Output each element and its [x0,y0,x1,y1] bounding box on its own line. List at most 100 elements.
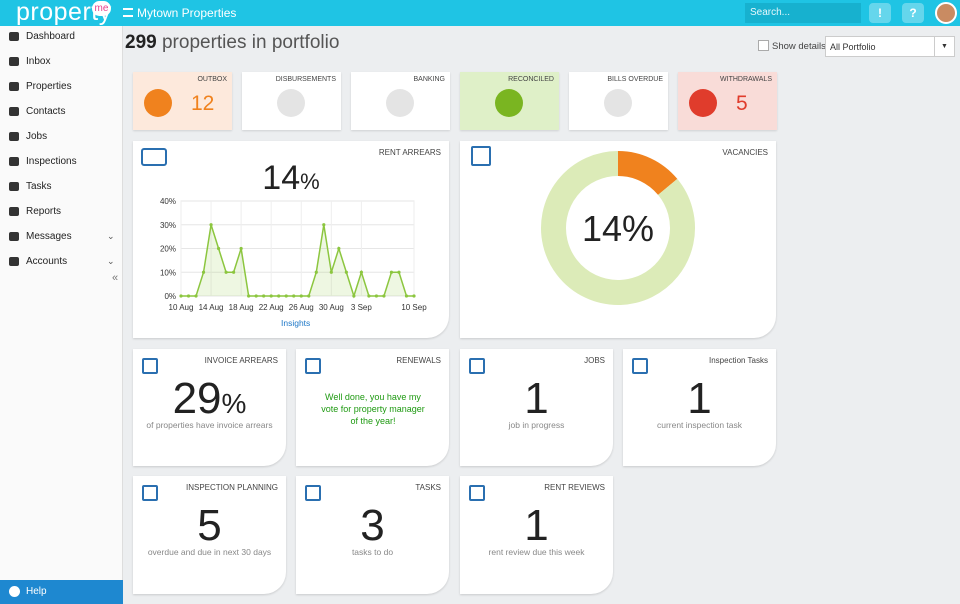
point [232,270,236,274]
y-tick-label: 0% [164,292,176,301]
card-title: VACANCIES [722,148,768,157]
point [262,294,266,298]
card-title: RENT ARREARS [378,148,441,157]
x-tick-label: 26 Aug [289,303,314,312]
card[interactable]: JOBS 1 job in progress [460,349,613,466]
tile-icon [604,89,632,117]
nav-chevron: ⌄ [107,256,115,266]
point [179,294,183,298]
point [322,223,326,227]
card[interactable]: RENT REVIEWS 1 rent review due this week [460,476,613,594]
logo-badge: me [92,1,111,16]
heading-text: properties in portfolio [161,32,340,53]
tile[interactable]: BILLS OVERDUE [569,72,668,130]
sidebar: Dashboard Inbox Properties Contacts Jobs Insp… [0,26,123,604]
point [329,270,333,274]
help-icon [9,586,20,597]
point [352,294,356,298]
nav-item[interactable]: Inbox [26,56,51,67]
y-tick-label: 30% [160,221,176,230]
avatar[interactable] [935,2,957,24]
collapse-button[interactable]: « [112,272,119,284]
card-title: RENT REVIEWS [544,483,605,492]
checkbox[interactable] [758,40,769,51]
point [201,270,206,274]
card-subtitle: current inspection task [656,420,743,430]
nav-item[interactable]: Jobs [26,131,48,142]
portfolio-select[interactable]: All Portfolio ▼ [825,36,955,57]
show-details-label[interactable]: Show details [772,41,826,52]
point [382,294,386,298]
y-tick-label: 10% [160,268,176,277]
portfolio-value: All Portfolio [830,42,876,52]
select-arrow: ▼ [934,37,954,56]
point [277,294,281,298]
value: 3 [360,501,385,550]
tile-label: WITHDRAWALS [720,76,772,83]
nav-item[interactable]: Properties [26,81,72,92]
point [367,294,371,298]
card-message: Well done, you have my vote for property… [321,392,425,426]
tile[interactable]: DISBURSEMENTS [242,72,341,130]
tile[interactable]: RECONCILED [460,72,559,130]
help-button[interactable]: ? [902,3,924,23]
card-title: TASKS [415,483,441,492]
tile[interactable]: WITHDRAWALS 5 [678,72,777,130]
point [389,270,394,274]
x-tick-label: 10 Sep [401,303,427,312]
card-icon [142,485,158,501]
search-placeholder: Search... [750,7,791,18]
card[interactable]: RENEWALS Well done, you have my vote for … [296,349,449,466]
vacancies-card[interactable]: VACANCIES 14% [460,141,776,338]
card[interactable]: INVOICE ARREARS 29% of properties have inv… [133,349,286,466]
point [216,246,221,251]
nav-item[interactable]: Inspections [26,156,77,167]
menu-icon[interactable] [123,8,133,17]
nav-item[interactable]: Reports [26,206,62,217]
point [404,294,409,298]
nav-item[interactable]: Accounts [26,256,68,267]
value: 1 [524,501,549,550]
nav-icon [9,232,19,241]
point [209,223,213,227]
nav-item[interactable]: Messages [26,231,72,242]
tile[interactable]: BANKING [351,72,450,130]
point [284,294,288,298]
card-icon [469,358,485,374]
card[interactable]: Inspection Tasks 1 current inspection task [623,349,776,466]
tile[interactable]: OUTBOX 12 [133,72,232,130]
rent-arrears-chart: 0% 10% 20% 30% 40% 10 Aug 14 Aug 18 Aug 22 Aug 26… [160,197,427,312]
point [299,294,303,298]
insights-link[interactable]: Insights [281,318,311,328]
alert-button[interactable]: ! [869,3,891,23]
nav-item[interactable]: Tasks [26,181,52,192]
help-bar[interactable]: Help [0,580,123,604]
y-tick-label: 40% [160,197,176,206]
card-title: Inspection Tasks [709,356,768,365]
donut-center-label: 14% [582,208,654,249]
nav-item[interactable]: Dashboard [26,31,75,42]
point [224,270,228,274]
rent-arrears-card[interactable]: RENT ARREARS 14% 0% 10% 20% 30% 40% 10 Aug 14 … [133,141,449,338]
card-value: 1 [460,377,613,421]
tile-label: BILLS OVERDUE [607,76,663,83]
point [307,294,311,298]
nav-icon [9,132,19,141]
property-count: 299 [125,32,157,53]
tile-label: BANKING [413,76,445,83]
point [374,294,379,298]
app-title[interactable]: Mytown Properties [137,6,237,20]
point [397,270,401,274]
tile-label: RECONCILED [508,76,554,83]
card[interactable]: TASKS 3 tasks to do [296,476,449,594]
nav-chevron: ⌄ [107,231,115,241]
x-tick-label: 3 Sep [351,303,372,312]
for-rent-icon [471,146,491,166]
card-icon [469,485,485,501]
card-value: 29% [133,377,286,421]
nav-item[interactable]: Contacts [26,106,66,117]
card-icon [142,358,158,374]
search-box[interactable]: Search... [745,3,861,23]
card[interactable]: INSPECTION PLANNING 5 overdue and due in n… [133,476,286,594]
